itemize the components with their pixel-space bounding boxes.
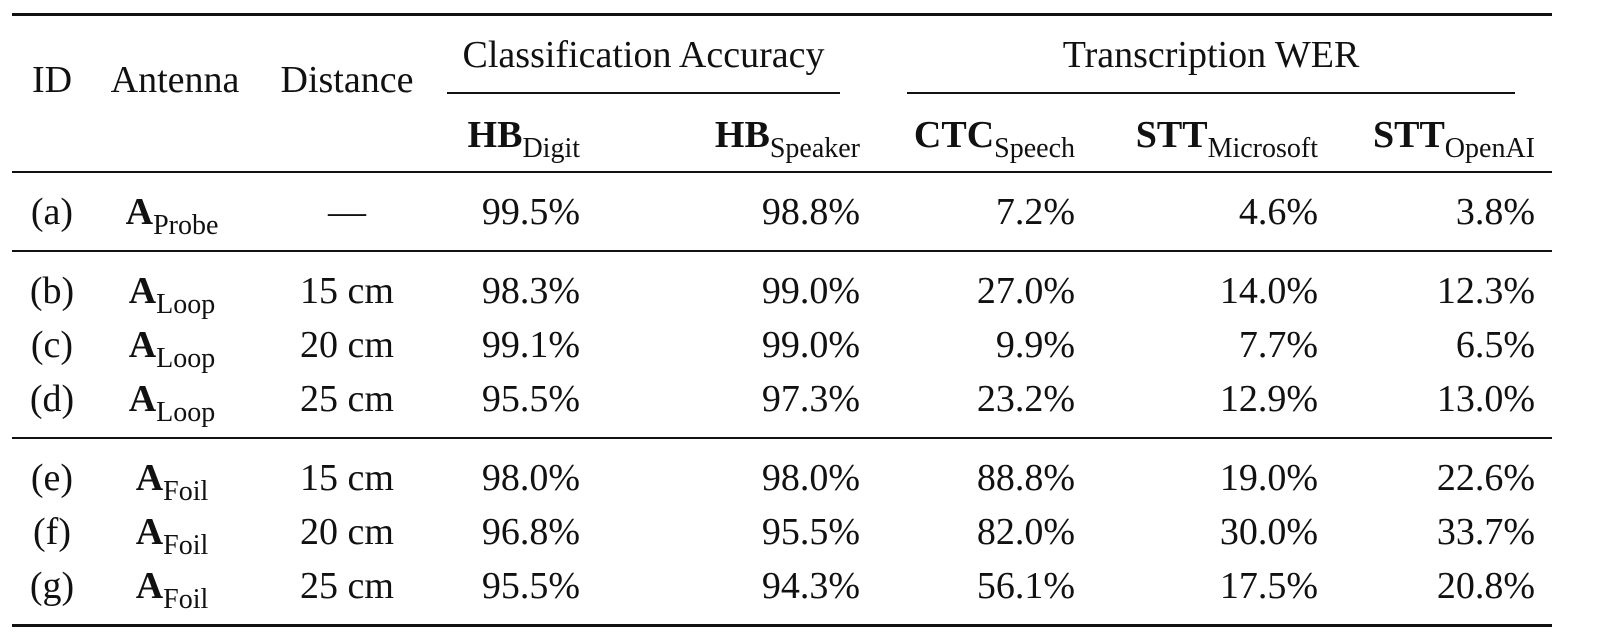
value-cell: 88.8% <box>976 457 1075 499</box>
distance: — <box>328 191 366 233</box>
distance: 15 cm <box>300 270 394 312</box>
header-distance: Distance <box>280 59 414 101</box>
antenna: AProbe <box>125 190 219 241</box>
antenna-sub: Loop <box>156 343 216 374</box>
value-cell: 13.0% <box>1436 378 1535 420</box>
value-cell: 7.2% <box>995 191 1075 233</box>
value-cell: 96.8% <box>481 511 580 553</box>
value-cell: 95.5% <box>481 565 580 607</box>
column-header: HBDigit <box>467 113 580 164</box>
distance: 25 cm <box>300 378 394 420</box>
column-header-main: HB <box>714 114 770 156</box>
antenna-sub: Loop <box>156 289 216 320</box>
row-id: (e) <box>30 457 74 499</box>
value-cell: 33.7% <box>1436 511 1535 553</box>
value-cell: 23.2% <box>976 378 1075 420</box>
column-header-main: HB <box>467 114 523 156</box>
antenna-sub: Loop <box>156 397 216 428</box>
value-cell: 95.5% <box>481 378 580 420</box>
rule-line <box>12 250 1552 252</box>
header-antenna: Antenna <box>110 59 240 101</box>
group-title: Transcription WER <box>1062 34 1360 76</box>
distance: 20 cm <box>300 324 394 366</box>
value-cell: 27.0% <box>976 270 1075 312</box>
rule-line <box>12 623 1552 627</box>
antenna-sub: Foil <box>163 476 209 507</box>
column-header-sub: Speaker <box>769 133 860 164</box>
column-header-sub: Microsoft <box>1207 133 1318 164</box>
distance: 25 cm <box>300 565 394 607</box>
antenna-sub: Probe <box>153 210 219 241</box>
rule-line <box>12 12 1552 16</box>
value-cell: 99.0% <box>761 324 860 366</box>
distance: 20 cm <box>300 511 394 553</box>
row-id: (a) <box>30 191 74 233</box>
value-cell: 19.0% <box>1219 457 1318 499</box>
value-cell: 98.8% <box>761 191 860 233</box>
header-id: ID <box>31 59 73 101</box>
group-title: Classification Accuracy <box>462 34 825 76</box>
value-cell: 95.5% <box>761 511 860 553</box>
column-header-main: STT <box>1372 114 1445 156</box>
rule-line <box>447 92 840 94</box>
row-id: (c) <box>30 324 74 366</box>
antenna-sub: Foil <box>163 584 209 615</box>
antenna: ALoop <box>128 269 216 320</box>
antenna-sub: Foil <box>163 530 209 561</box>
value-cell: 12.9% <box>1219 378 1318 420</box>
antenna-main: A <box>128 378 157 420</box>
antenna: AFoil <box>135 510 209 561</box>
column-header: HBSpeaker <box>714 113 860 164</box>
value-cell: 4.6% <box>1238 191 1318 233</box>
antenna-main: A <box>128 270 157 312</box>
row-id: (d) <box>29 378 75 420</box>
column-header-main: CTC <box>913 114 995 156</box>
antenna-main: A <box>135 565 164 607</box>
value-cell: 98.0% <box>481 457 580 499</box>
column-header-sub: Digit <box>522 133 580 164</box>
column-header-sub: Speech <box>994 133 1075 164</box>
value-cell: 82.0% <box>976 511 1075 553</box>
column-header: CTCSpeech <box>913 113 1075 164</box>
value-cell: 17.5% <box>1219 565 1318 607</box>
value-cell: 20.8% <box>1436 565 1535 607</box>
value-cell: 99.5% <box>481 191 580 233</box>
antenna: AFoil <box>135 564 209 615</box>
row-id: (b) <box>29 270 75 312</box>
column-header-sub: OpenAI <box>1444 133 1535 164</box>
value-cell: 22.6% <box>1436 457 1535 499</box>
column-header-main: STT <box>1135 114 1208 156</box>
antenna: AFoil <box>135 456 209 507</box>
row-id: (f) <box>33 511 71 553</box>
value-cell: 94.3% <box>761 565 860 607</box>
rule-line <box>907 92 1515 94</box>
value-cell: 6.5% <box>1455 324 1535 366</box>
value-cell: 30.0% <box>1219 511 1318 553</box>
distance: 15 cm <box>300 457 394 499</box>
value-cell: 7.7% <box>1238 324 1318 366</box>
antenna-main: A <box>135 511 164 553</box>
antenna: ALoop <box>128 377 216 428</box>
value-cell: 99.0% <box>761 270 860 312</box>
rule-line <box>12 171 1552 173</box>
antenna-main: A <box>135 457 164 499</box>
value-cell: 56.1% <box>976 565 1075 607</box>
value-cell: 12.3% <box>1436 270 1535 312</box>
rule-line <box>12 437 1552 439</box>
value-cell: 14.0% <box>1219 270 1318 312</box>
value-cell: 97.3% <box>761 378 860 420</box>
row-id: (g) <box>29 565 75 607</box>
antenna-main: A <box>125 191 154 233</box>
column-header: STTMicrosoft <box>1135 113 1318 164</box>
column-header: STTOpenAI <box>1372 113 1535 164</box>
value-cell: 98.3% <box>481 270 580 312</box>
antenna-main: A <box>128 324 157 366</box>
value-cell: 99.1% <box>481 324 580 366</box>
value-cell: 98.0% <box>761 457 860 499</box>
antenna: ALoop <box>128 323 216 374</box>
value-cell: 3.8% <box>1455 191 1535 233</box>
value-cell: 9.9% <box>995 324 1075 366</box>
